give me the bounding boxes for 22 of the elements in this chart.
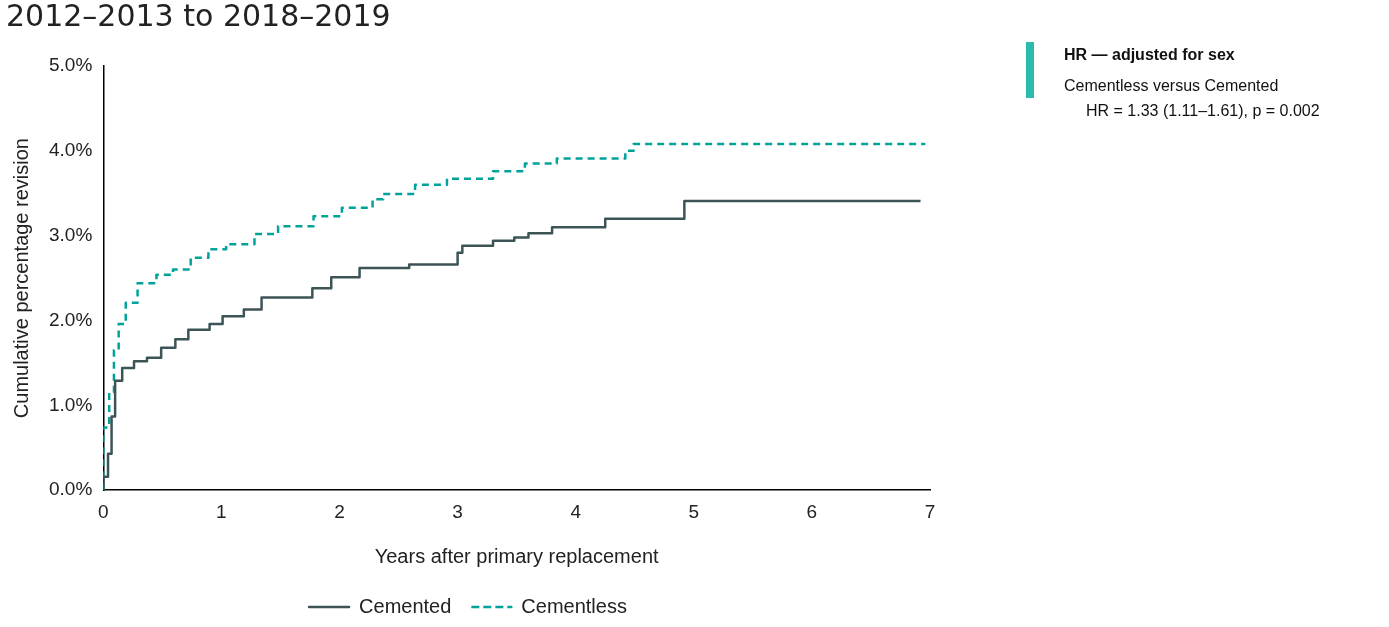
- chart-title: 2012–2013 to 2018–2019: [6, 0, 391, 33]
- text: Cementless versus Cemented: [1064, 76, 1280, 96]
- x-tick-label: 5: [688, 500, 700, 522]
- legend-label: Cemented: [359, 594, 452, 617]
- x-tick-label: 4: [570, 500, 582, 522]
- y-tick-label: 0.0%: [48, 478, 93, 500]
- x-tick-label: 7: [924, 500, 936, 522]
- y-tick-label: 1.0%: [48, 393, 93, 415]
- y-tick-label: 3.0%: [48, 223, 93, 245]
- x-tick-label: 0: [98, 500, 109, 522]
- x-tick-label: 3: [452, 500, 463, 522]
- y-tick-label: 2.0%: [48, 308, 93, 330]
- legend-label: Cementless: [521, 594, 627, 617]
- y-tick-label: 5.0%: [48, 54, 93, 76]
- x-axis-title: Years after primary replacement: [374, 544, 660, 567]
- y-axis-title: Cumulative percentage revision: [9, 138, 32, 419]
- x-tick-label: 1: [216, 500, 227, 522]
- x-tick-label: 6: [806, 500, 818, 522]
- text: HR — adjusted for sex: [1064, 45, 1236, 65]
- y-tick-label: 4.0%: [48, 139, 93, 161]
- x-tick-label: 2: [334, 500, 345, 522]
- text: HR = 1.33 (1.11–1.61), p = 0.002: [1085, 101, 1320, 121]
